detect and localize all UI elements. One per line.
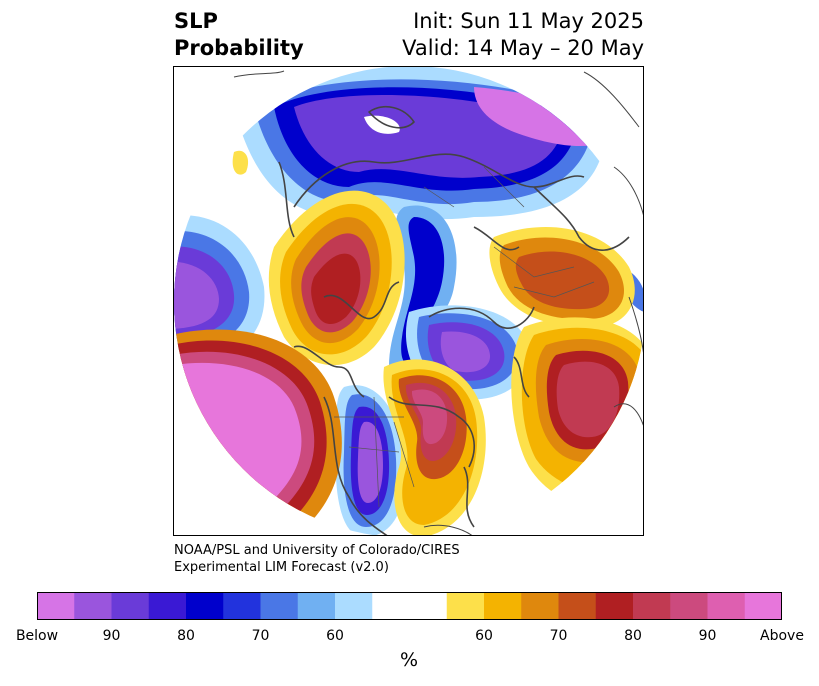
- colorbar-label: 70: [251, 628, 270, 644]
- colorbar-cell: [744, 592, 782, 620]
- colorbar-cell: [335, 592, 373, 620]
- credits-line-2: Experimental LIM Forecast (v2.0): [174, 560, 389, 575]
- colorbar-label: 70: [549, 628, 568, 644]
- colorbar-cell: [558, 592, 597, 620]
- credits-line-1: NOAA/PSL and University of Colorado/CIRE…: [174, 543, 460, 558]
- colorbar-label: 60: [326, 628, 344, 644]
- colorbar-cell: [260, 592, 299, 620]
- colorbar-cells: [37, 592, 782, 620]
- colorbar-cell: [595, 592, 634, 620]
- colorbar-label: 90: [102, 628, 121, 644]
- colorbar-cell: [74, 592, 112, 620]
- corner-landmass: [233, 70, 643, 535]
- colorbar-cell: [223, 592, 261, 620]
- colorbar-cell: [521, 592, 559, 620]
- colorbar-label: Above: [760, 628, 804, 644]
- above-region-east: [489, 227, 635, 328]
- above-region-america: [383, 359, 486, 535]
- colorbar-cell: [484, 592, 522, 620]
- probability-map-graphic: [174, 67, 643, 535]
- below-region-pacific: [174, 215, 265, 367]
- colorbar-cell: [707, 592, 746, 620]
- probability-field: [174, 67, 643, 535]
- colorbar-label: Below: [15, 628, 59, 644]
- valid-range: Valid: 14 May – 20 May: [402, 36, 644, 60]
- colorbar-cell: [633, 592, 671, 620]
- above-spot-small: [232, 150, 249, 175]
- colorbar-label: 60: [475, 628, 493, 644]
- below-region-arctic: [234, 67, 614, 220]
- colorbar-cell: [111, 592, 150, 620]
- colorbar-cell: [670, 592, 708, 620]
- credits: NOAA/PSL and University of Colorado/CIRE…: [174, 542, 460, 576]
- colorbar-label: 80: [177, 628, 195, 644]
- colorbar-cell: [446, 592, 485, 620]
- colorbar-label: 90: [698, 628, 717, 644]
- colorbar-label: 80: [624, 628, 642, 644]
- colorbar: [37, 592, 782, 620]
- colorbar-cell: [297, 592, 336, 620]
- borders: [334, 166, 595, 508]
- colorbar-cell: [372, 592, 448, 620]
- below-region-america: [335, 267, 643, 535]
- forecast-dates: Init: Sun 11 May 2025 Valid: 14 May – 20…: [402, 8, 644, 62]
- polar-map: [173, 66, 644, 536]
- map-title: SLP Probability: [174, 8, 304, 62]
- title-line-2: Probability: [174, 36, 304, 60]
- colorbar-unit: %: [399, 649, 419, 671]
- colorbar-cell: [186, 592, 224, 620]
- title-line-1: SLP: [174, 9, 218, 33]
- coastlines: [278, 101, 630, 535]
- colorbar-outline: [37, 592, 782, 620]
- init-date: Init: Sun 11 May 2025: [413, 9, 644, 33]
- colorbar-cell: [37, 592, 75, 620]
- colorbar-cell: [148, 592, 187, 620]
